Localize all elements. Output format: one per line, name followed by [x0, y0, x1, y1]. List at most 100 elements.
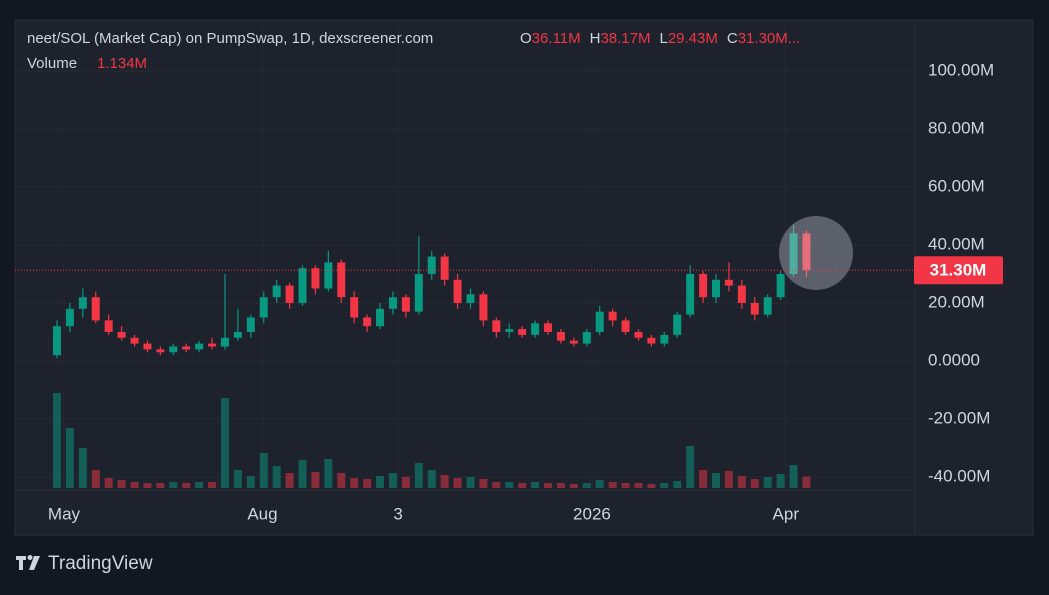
candle-body: [78, 297, 87, 309]
candle-body: [737, 285, 746, 303]
candle-body: [388, 297, 397, 309]
volume-bar: [195, 482, 204, 488]
candle-body: [311, 268, 320, 289]
candle-body: [324, 262, 333, 289]
y-tick-label: 100.00M: [928, 61, 994, 80]
candle-body: [350, 297, 359, 318]
volume-bar: [763, 477, 772, 488]
volume-bar: [595, 480, 604, 488]
candle-body: [763, 297, 772, 315]
x-tick-label: May: [48, 504, 81, 523]
chart-title: neet/SOL (Market Cap) on PumpSwap, 1D, d…: [27, 30, 433, 47]
candle-body: [143, 343, 152, 350]
candle-body: [169, 346, 178, 353]
last-price-tag: [914, 256, 1003, 285]
y-tick-label: 80.00M: [928, 119, 985, 138]
candle-body: [182, 346, 191, 350]
volume-bar: [582, 483, 591, 488]
volume-bar: [143, 483, 152, 488]
volume-bar: [376, 476, 385, 488]
volume-bar: [104, 478, 113, 488]
candle-body: [686, 273, 695, 315]
volume-bar: [233, 470, 242, 488]
logo-icon: [16, 555, 40, 570]
volume-bar: [802, 476, 811, 488]
candle-body: [466, 294, 475, 303]
volume-bar: [78, 448, 87, 488]
candle-body: [220, 337, 229, 347]
volume-bar: [298, 460, 307, 488]
volume-bar: [272, 466, 281, 488]
candle-body: [233, 331, 242, 338]
volume-bar: [117, 480, 126, 488]
brand-name: TradingView: [48, 553, 153, 574]
volume-bar: [569, 484, 578, 488]
candle-body: [479, 294, 488, 321]
volume-bar: [52, 393, 61, 488]
volume-bar: [479, 479, 488, 488]
ohlc-value: 38.17M: [600, 30, 650, 47]
candle-body: [608, 311, 617, 321]
volume-bar: [337, 473, 346, 488]
candle-body: [544, 323, 553, 332]
volume-bar: [453, 478, 462, 488]
volume-bar: [531, 482, 540, 488]
volume-value: 1.134M: [97, 55, 147, 72]
volume-bar: [737, 476, 746, 488]
x-tick-label: 2026: [573, 504, 611, 523]
candle-body: [52, 326, 61, 356]
volume-bar: [750, 479, 759, 488]
candle-body: [634, 331, 643, 338]
candle-body: [789, 233, 798, 274]
volume-bar: [712, 473, 721, 488]
tradingview-logo: [16, 555, 40, 570]
volume-bar: [647, 484, 656, 488]
volume-bar: [208, 482, 217, 488]
candle-body: [505, 329, 514, 332]
ohlc-value: 36.11M: [532, 30, 581, 47]
candle-body: [647, 337, 656, 344]
volume-bar: [324, 459, 333, 488]
candle-body: [492, 320, 501, 332]
volume-bar: [156, 483, 165, 488]
candle-body: [699, 273, 708, 298]
candle-body: [285, 285, 294, 303]
volume-bar: [686, 446, 695, 488]
candle-body: [195, 343, 204, 350]
candle-body: [104, 320, 113, 332]
y-tick-label: 20.00M: [928, 292, 985, 311]
volume-bar: [414, 463, 423, 488]
volume-bar: [699, 470, 708, 488]
y-tick-label: 40.00M: [928, 234, 985, 253]
ohlc-key: O: [520, 30, 532, 47]
volume-bar: [259, 453, 268, 488]
volume-bar: [608, 482, 617, 488]
volume-bar: [544, 483, 553, 488]
ohlc-key: H: [590, 30, 601, 47]
volume-bar: [660, 483, 669, 488]
volume-bar: [311, 472, 320, 488]
candle-body: [427, 256, 436, 274]
candle-body: [673, 314, 682, 335]
y-tick-label: 60.00M: [928, 176, 985, 195]
candle-body: [621, 320, 630, 332]
y-tick-label: 0.0000: [928, 350, 980, 369]
volume-bar: [492, 482, 501, 488]
volume-bar: [518, 483, 527, 488]
volume-label: Volume: [27, 55, 77, 72]
candle-body: [363, 317, 372, 327]
ohlc-key: L: [659, 30, 667, 47]
x-tick-label: Aug: [247, 504, 277, 523]
panel: [14, 19, 1034, 536]
volume-bar: [350, 478, 359, 488]
candle-body: [376, 308, 385, 327]
candle-body: [298, 268, 307, 303]
candle-body: [453, 279, 462, 303]
volume-bar: [440, 475, 449, 488]
volume-bar: [789, 465, 798, 488]
volume-bar: [505, 482, 514, 488]
candle-body: [776, 273, 785, 298]
volume-bar: [91, 470, 100, 488]
candle-body: [401, 297, 410, 312]
